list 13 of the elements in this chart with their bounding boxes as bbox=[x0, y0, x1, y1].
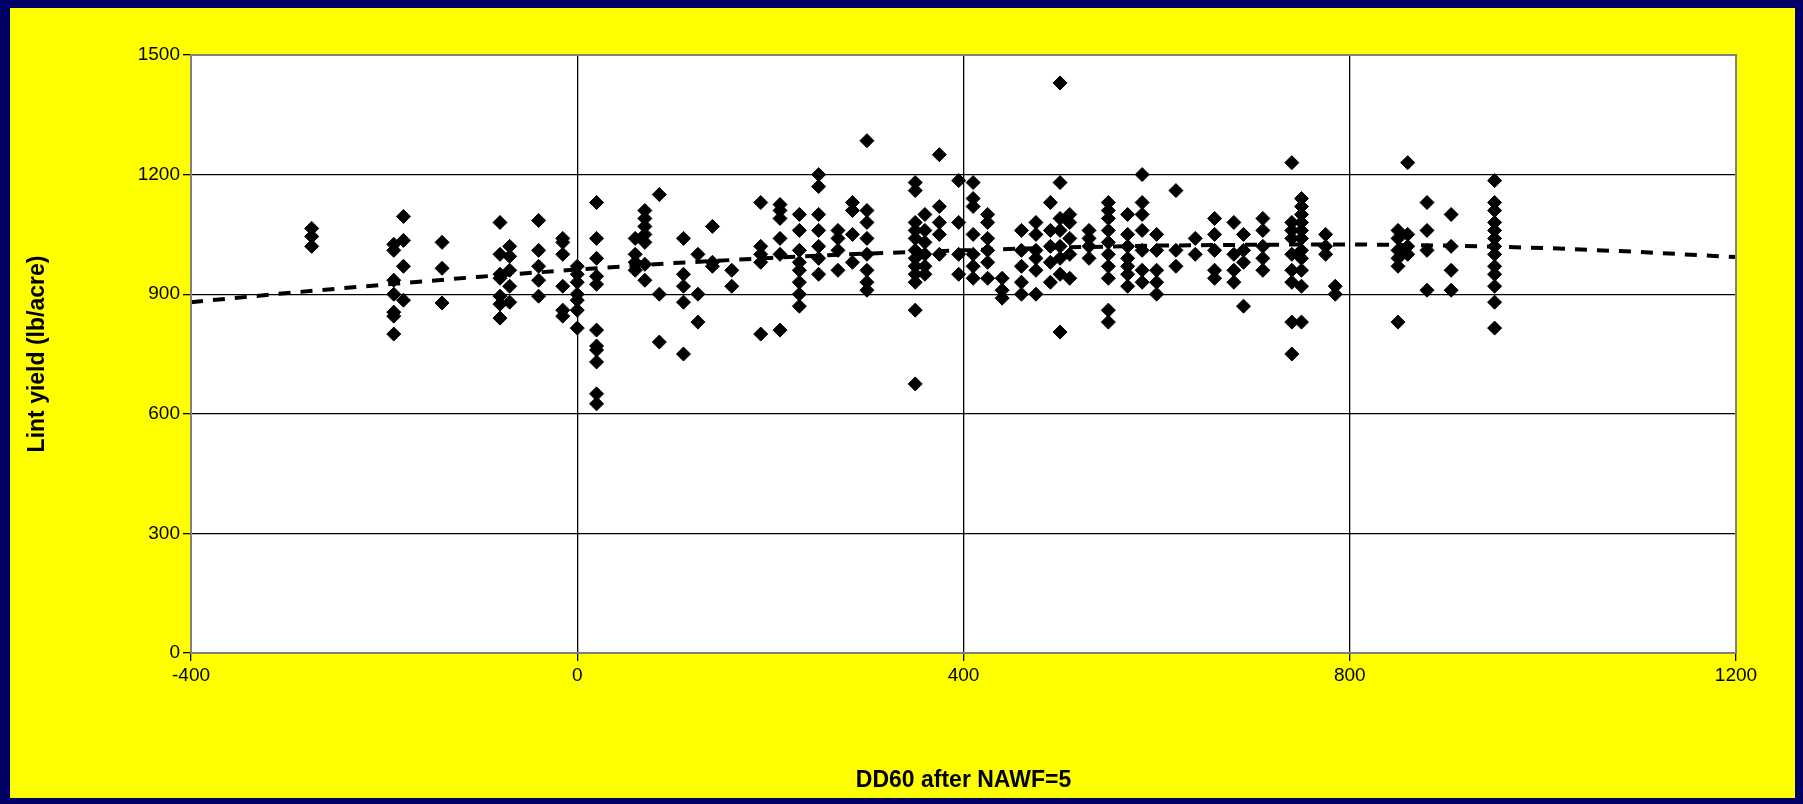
x-tick-label: 1200 bbox=[1714, 663, 1758, 685]
y-axis-title: Lint yield (lb/acre) bbox=[23, 255, 50, 453]
x-tick-label: 0 bbox=[571, 663, 583, 685]
x-axis-title: DD60 after NAWF=5 bbox=[855, 765, 1072, 792]
y-tick-label: 600 bbox=[148, 402, 180, 424]
x-tick-label: 400 bbox=[947, 663, 980, 685]
x-tick-label: -400 bbox=[171, 663, 211, 685]
y-tick-label: 0 bbox=[169, 641, 180, 663]
y-tick-label: 1500 bbox=[137, 43, 180, 65]
y-tick-label: 900 bbox=[148, 282, 180, 304]
y-tick-label: 1200 bbox=[137, 162, 180, 184]
y-tick-label: 300 bbox=[148, 521, 180, 543]
x-tick-label: 800 bbox=[1333, 663, 1366, 685]
